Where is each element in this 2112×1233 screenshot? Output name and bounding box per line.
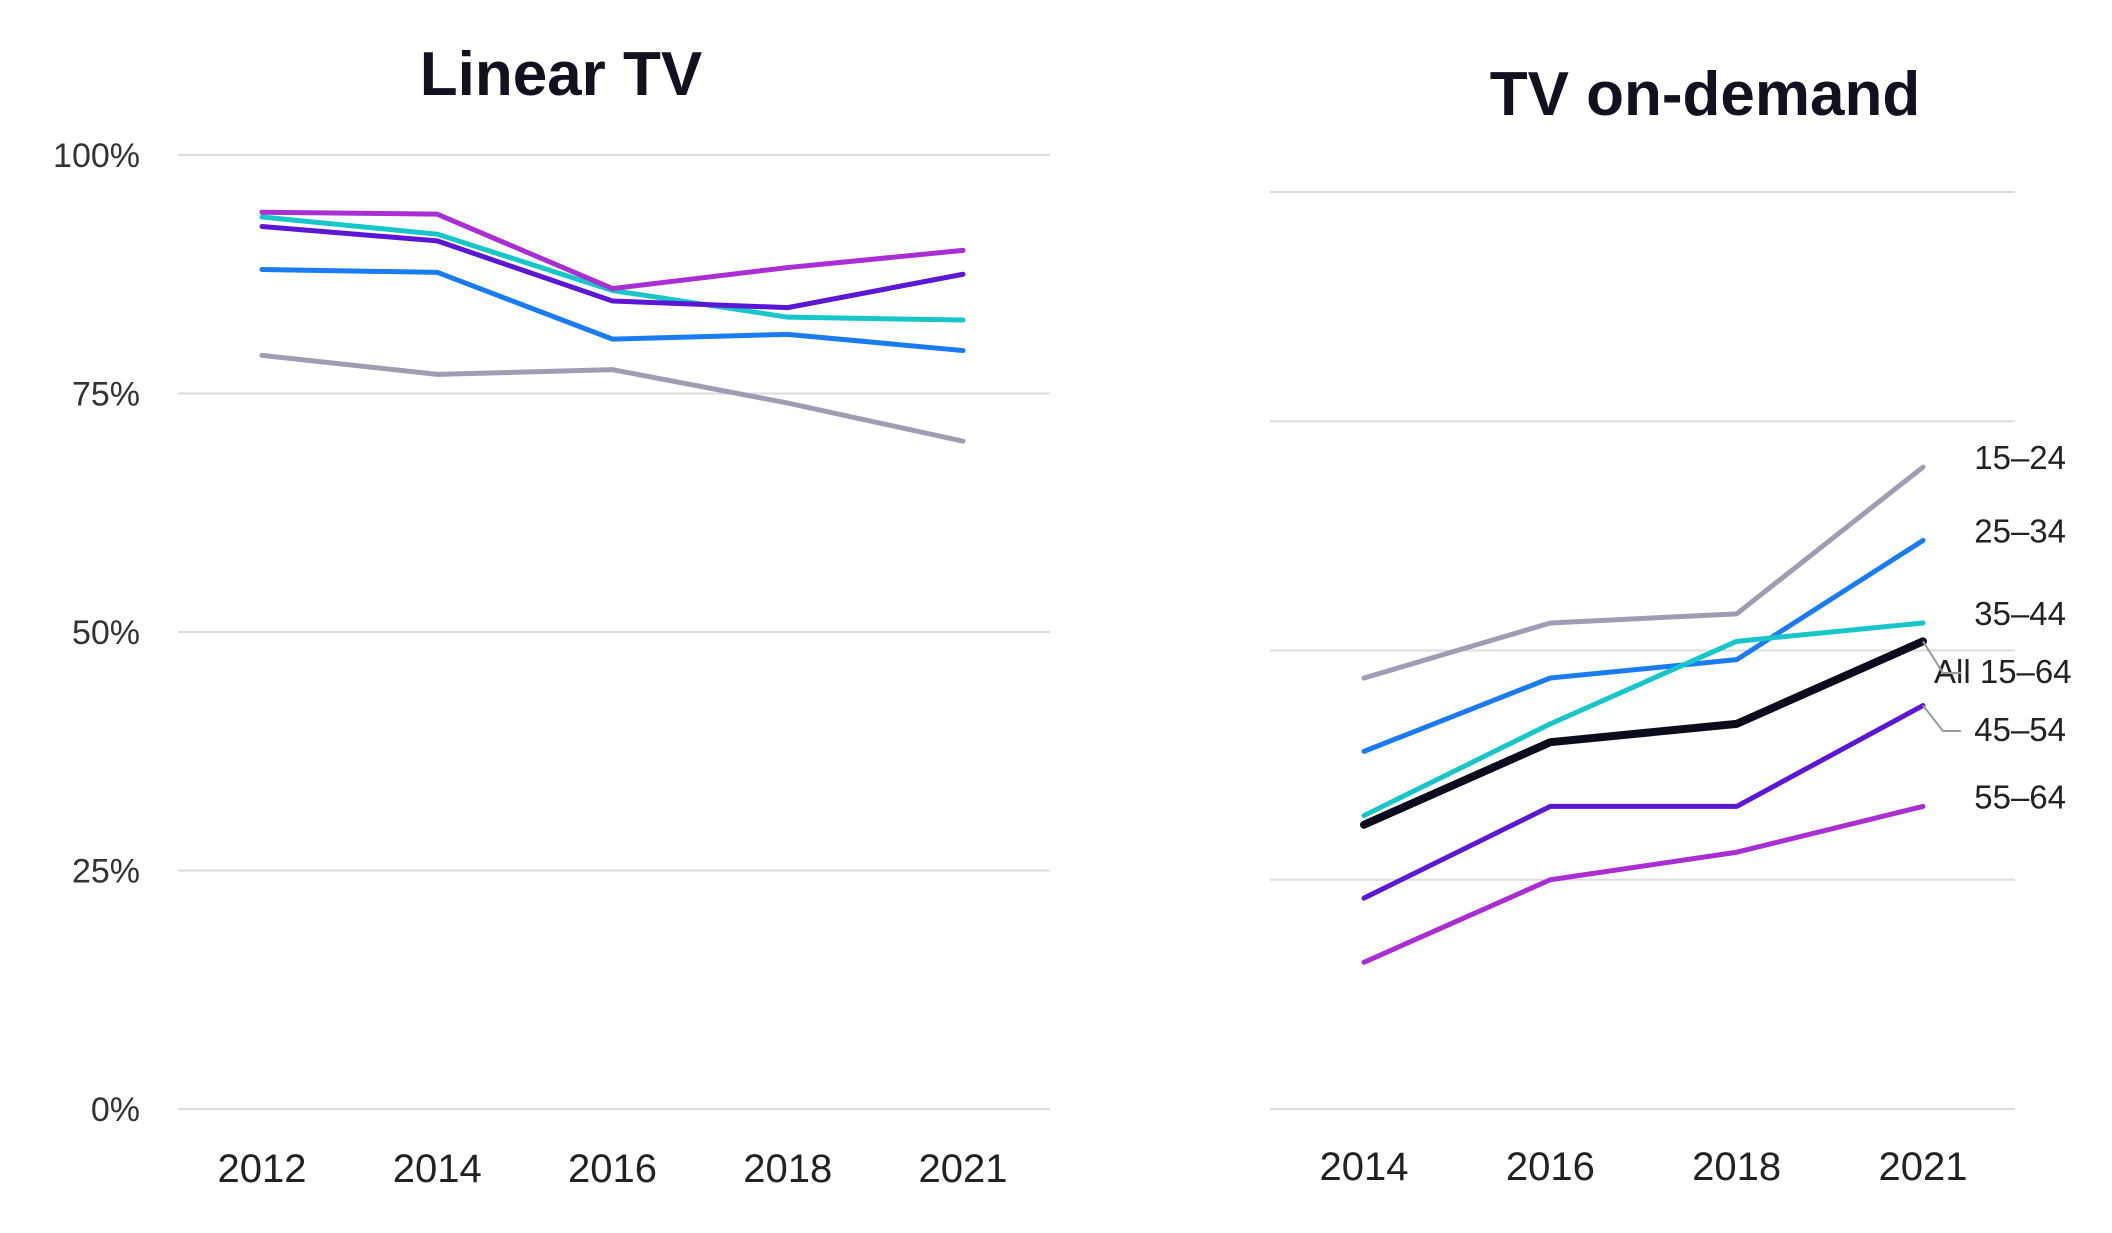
linear-tv-y-tick-label: 100% <box>53 137 140 175</box>
tv-on-demand-label-all-15-64: All 15–64 <box>1934 653 2072 690</box>
tv-on-demand-label-leader <box>1922 704 1961 732</box>
tv-on-demand-x-tick-label: 2018 <box>1692 1145 1781 1189</box>
tv-on-demand-gridlines <box>1270 191 2015 1110</box>
tv-on-demand-label-15-24: 15–24 <box>1974 439 2066 476</box>
linear-tv-y-tick-label: 0% <box>91 1091 140 1129</box>
linear-tv-y-axis: 0% 25% 50% 75% 100% <box>53 137 140 1129</box>
tv-on-demand-chart: TV on-demand 2014 2016 2018 2021 15–24 25–34… <box>1270 60 2072 1189</box>
tv-on-demand-series-labels: 15–24 25–34 35–44 All 15–64 45–54 55–64 <box>1922 439 2072 815</box>
tv-on-demand-label-leader <box>1922 640 1961 674</box>
linear-tv-y-tick-label: 25% <box>72 853 140 891</box>
tv-on-demand-x-tick-label: 2016 <box>1506 1145 1595 1189</box>
tv-on-demand-title: TV on-demand <box>1490 60 1921 129</box>
tv-on-demand-series-line-15-24 <box>1361 464 1926 681</box>
tv-on-demand-series-line-all-15-64 <box>1360 637 1927 829</box>
linear-tv-title: Linear TV <box>420 40 703 109</box>
tv-on-demand-label-55-64: 55–64 <box>1974 778 2066 815</box>
linear-tv-series-line-35-44 <box>259 214 966 323</box>
linear-tv-chart: Linear TV 0%25%50%75%100% 2012 2014 2016 20… <box>53 40 1050 1191</box>
linear-tv-x-tick-label: 2016 <box>568 1147 657 1191</box>
linear-tv-x-tick-label: 2021 <box>919 1147 1008 1191</box>
tv-on-demand-label-35-44: 35–44 <box>1974 595 2066 632</box>
tv-on-demand-series-line-25-34 <box>1361 537 1926 754</box>
linear-tv-x-tick-label: 2014 <box>393 1147 482 1191</box>
tv-on-demand-series-line-35-44 <box>1361 620 1926 819</box>
tv-on-demand-x-tick-label: 2014 <box>1320 1145 1409 1189</box>
tv-on-demand-label-25-34: 25–34 <box>1974 512 2066 549</box>
linear-tv-gridlines <box>178 154 1050 1110</box>
tv-on-demand-series-line-45-54 <box>1361 703 1926 901</box>
linear-tv-series-line-55-64 <box>259 209 966 292</box>
tv-on-demand-series-line-55-64 <box>1361 803 1926 965</box>
tv-on-demand-x-tick-label: 2021 <box>1879 1145 1968 1189</box>
linear-tv-series-line-45-54 <box>259 224 966 311</box>
tv-on-demand-series <box>1360 464 1927 965</box>
tv-on-demand-x-axis: 2014 2016 2018 2021 <box>1320 1145 1968 1189</box>
linear-tv-series-line-15-24 <box>259 352 966 444</box>
linear-tv-y-tick-label: 50% <box>72 614 140 652</box>
linear-tv-x-tick-label: 2018 <box>743 1147 832 1191</box>
linear-tv-y-tick-label: 75% <box>72 376 140 414</box>
linear-tv-series-line-25-34 <box>259 266 966 354</box>
linear-tv-x-axis: 2012 2014 2016 2018 2021 <box>218 1147 1008 1191</box>
linear-tv-x-tick-label: 2012 <box>218 1147 307 1191</box>
linear-tv-series <box>259 209 966 444</box>
tv-on-demand-label-45-54: 45–54 <box>1974 711 2066 748</box>
